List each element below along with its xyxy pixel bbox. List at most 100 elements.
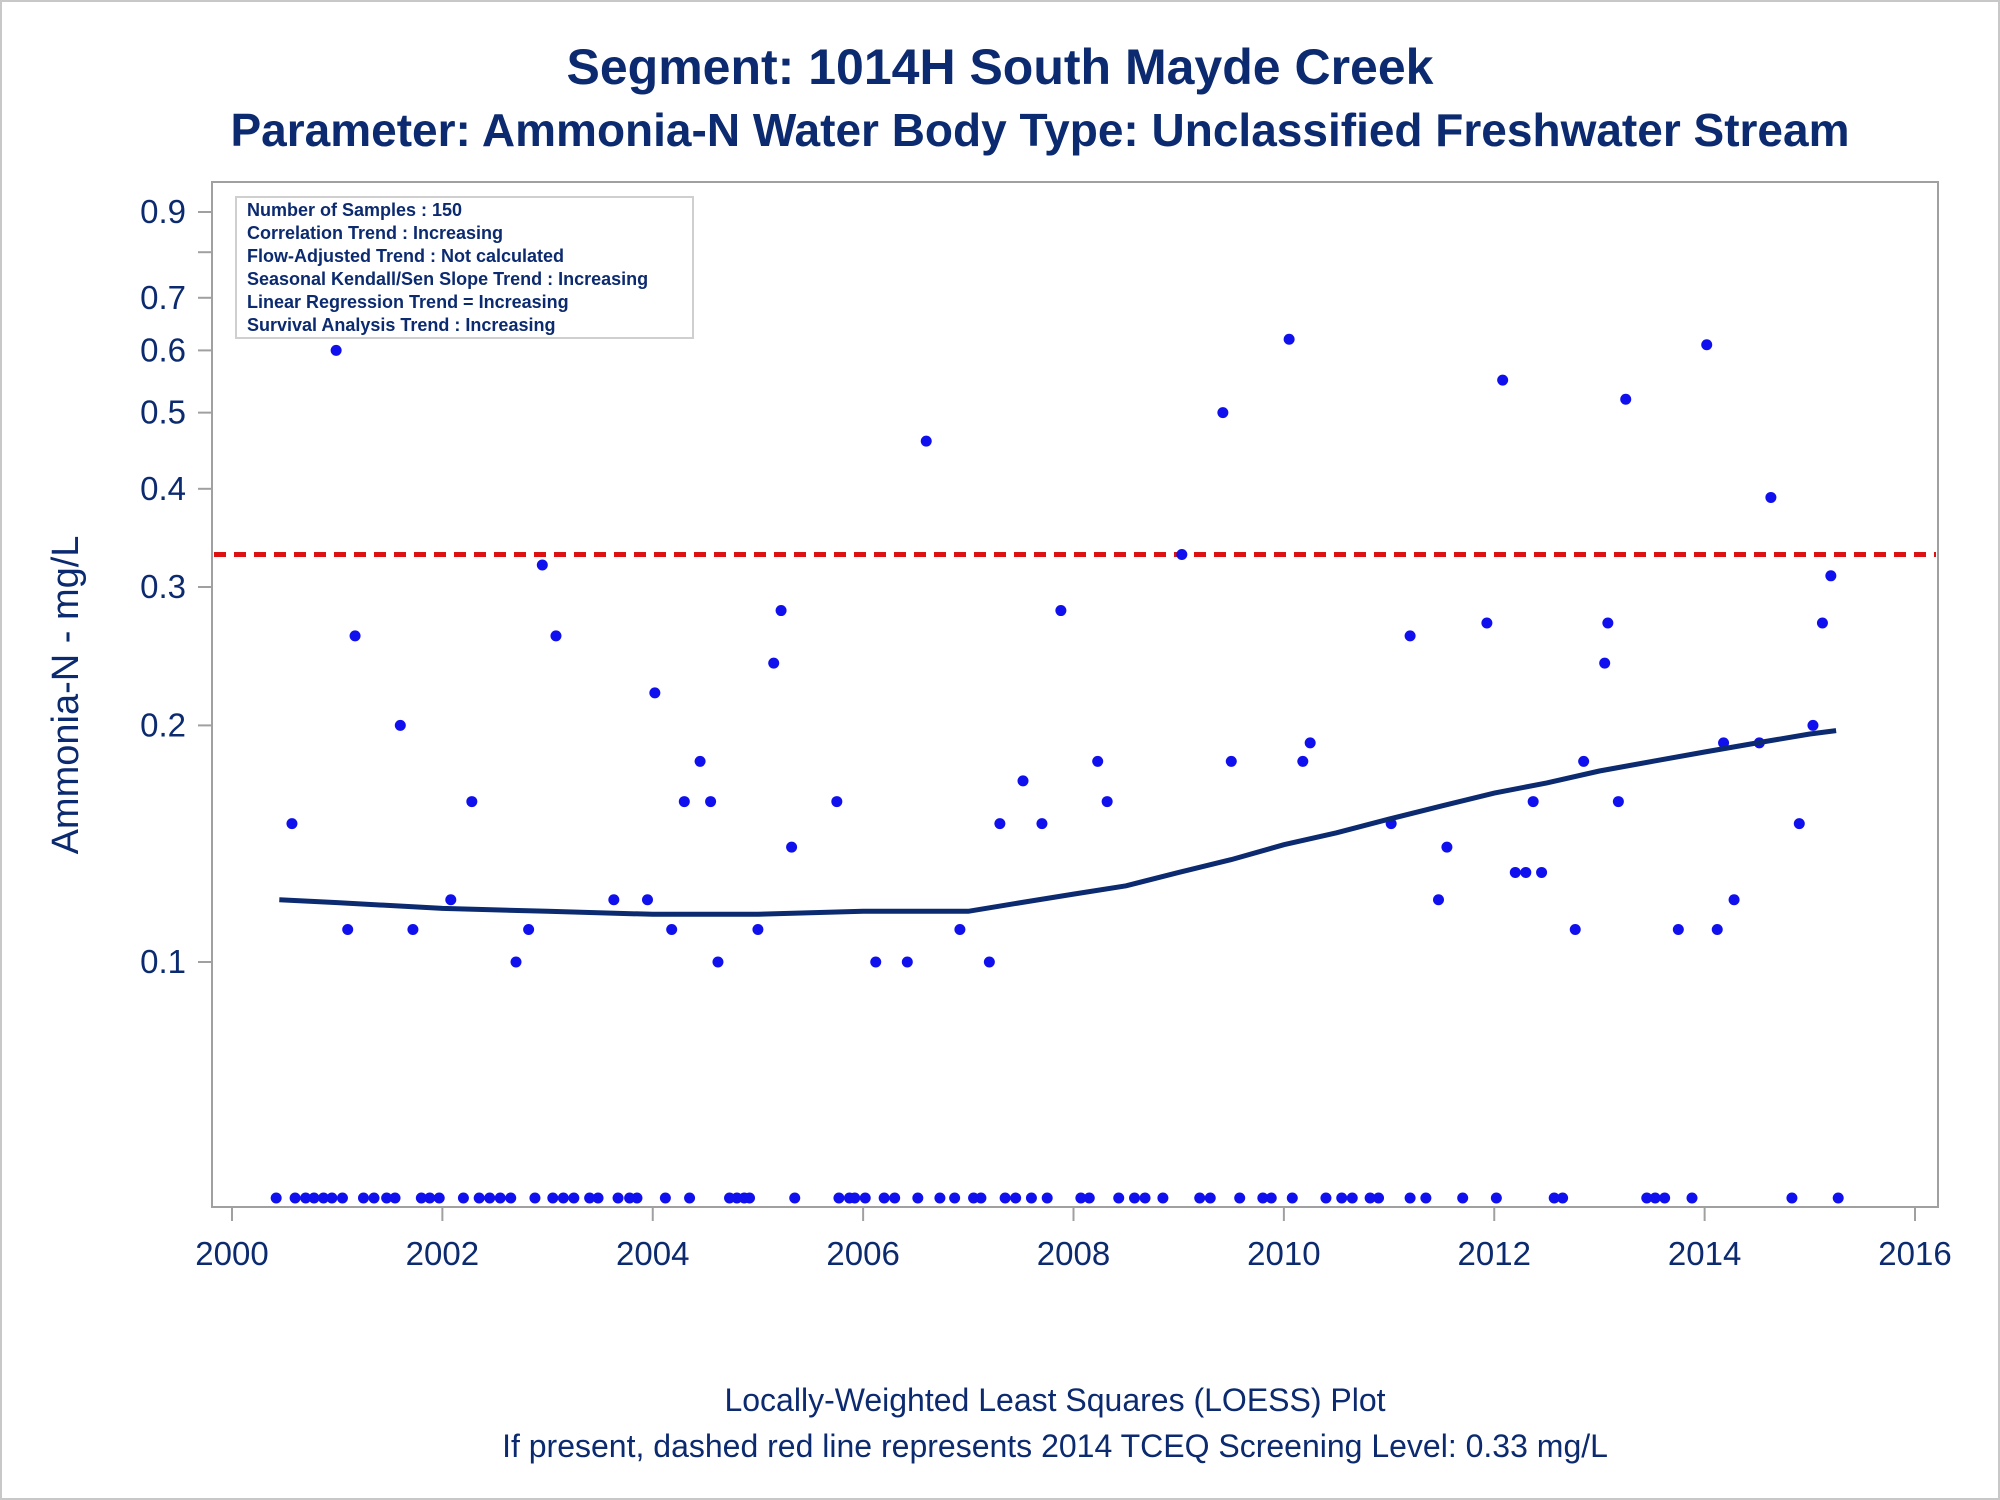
x-tick-label: 2014 [1668, 1235, 1741, 1272]
below-detection-point [1641, 1192, 1653, 1204]
data-point [523, 923, 535, 935]
below-detection-point [318, 1192, 330, 1204]
stat-survival-analysis: Survival Analysis Trend : Increasing [247, 315, 555, 335]
data-point [1569, 923, 1581, 935]
below-detection-point [457, 1192, 469, 1204]
data-points [270, 198, 1844, 1204]
below-detection-point [744, 1192, 756, 1204]
data-point [1017, 775, 1029, 787]
data-point [1217, 407, 1229, 419]
data-point [1765, 491, 1777, 503]
data-point [1793, 818, 1805, 830]
data-point [1225, 755, 1237, 767]
below-detection-point [424, 1192, 436, 1204]
below-detection-point [368, 1192, 380, 1204]
below-detection-point [308, 1192, 320, 1204]
chart-title: Segment: 1014H South Mayde Creek [566, 39, 1434, 95]
data-point [466, 796, 478, 808]
stat-flow-adjusted: Flow-Adjusted Trend : Not calculated [247, 246, 564, 266]
below-detection-point [912, 1192, 924, 1204]
below-detection-point [1286, 1192, 1298, 1204]
below-detection-point [1025, 1192, 1037, 1204]
data-point [1283, 333, 1295, 345]
data-point [712, 956, 724, 968]
below-detection-point [557, 1192, 569, 1204]
x-tick-label: 2004 [616, 1235, 689, 1272]
below-detection-point [1157, 1192, 1169, 1204]
data-point [1497, 374, 1509, 386]
below-detection-point [1204, 1192, 1216, 1204]
below-detection-point [270, 1192, 282, 1204]
below-detection-point [1336, 1192, 1348, 1204]
below-detection-point [1659, 1192, 1671, 1204]
x-tick-label: 2008 [1037, 1235, 1110, 1272]
below-detection-point [1457, 1192, 1469, 1204]
x-tick-label: 2006 [826, 1235, 899, 1272]
data-point [705, 796, 717, 808]
below-detection-point [529, 1192, 541, 1204]
data-point [1536, 866, 1548, 878]
below-detection-point [999, 1192, 1011, 1204]
below-detection-point [1139, 1192, 1151, 1204]
stats-box: Number of Samples : 150 Correlation Tren… [235, 196, 694, 339]
data-point [831, 796, 843, 808]
data-point [445, 894, 457, 906]
below-detection-point [592, 1192, 604, 1204]
below-detection-point [1420, 1192, 1432, 1204]
data-point [920, 435, 932, 447]
y-tick-label: 0.4 [140, 470, 186, 507]
data-point [1304, 737, 1316, 749]
data-point [1816, 617, 1828, 629]
data-point [1055, 605, 1067, 617]
data-point [994, 818, 1006, 830]
data-point [666, 923, 678, 935]
stat-samples: Number of Samples : 150 [247, 200, 462, 220]
y-tick-label: 0.7 [140, 279, 186, 316]
y-axis-label: Ammonia-N - mg/L [45, 536, 87, 855]
data-point [1433, 894, 1445, 906]
below-detection-point [357, 1192, 369, 1204]
below-detection-point [1320, 1192, 1332, 1204]
data-point [901, 956, 913, 968]
data-point [394, 719, 406, 731]
data-point [407, 923, 419, 935]
y-tick-label: 0.2 [140, 706, 186, 743]
data-point [641, 894, 653, 906]
below-detection-point [975, 1192, 987, 1204]
data-point [649, 687, 661, 699]
below-detection-point [1129, 1192, 1141, 1204]
data-point [1825, 570, 1837, 582]
below-detection-point [684, 1192, 696, 1204]
below-detection-point [1404, 1192, 1416, 1204]
data-point [1807, 719, 1819, 731]
below-detection-point [859, 1192, 871, 1204]
data-point [1441, 841, 1453, 853]
data-point [536, 559, 548, 571]
x-tick-label: 2000 [195, 1235, 268, 1272]
data-point [1711, 923, 1723, 935]
data-point [1728, 894, 1740, 906]
data-point [330, 344, 342, 356]
data-point [870, 956, 882, 968]
below-detection-point [1686, 1192, 1698, 1204]
data-point [1101, 796, 1113, 808]
below-detection-point [326, 1192, 338, 1204]
below-detection-point [484, 1192, 496, 1204]
below-detection-point [547, 1192, 559, 1204]
data-point [1602, 617, 1614, 629]
below-detection-point [473, 1192, 485, 1204]
data-point [1176, 548, 1188, 560]
below-detection-point [1364, 1192, 1376, 1204]
data-point [1509, 866, 1521, 878]
stats-box-border [235, 196, 694, 339]
data-point [752, 923, 764, 935]
chart-subtitle: Parameter: Ammonia-N Water Body Type: Un… [230, 104, 1850, 156]
data-point [342, 923, 354, 935]
data-point [550, 630, 562, 642]
below-detection-point [1490, 1192, 1502, 1204]
stat-linear-regression: Linear Regression Trend = Increasing [247, 292, 569, 312]
below-detection-point [949, 1192, 961, 1204]
data-point [1297, 755, 1309, 767]
data-point [954, 923, 966, 935]
below-detection-point [1010, 1192, 1022, 1204]
